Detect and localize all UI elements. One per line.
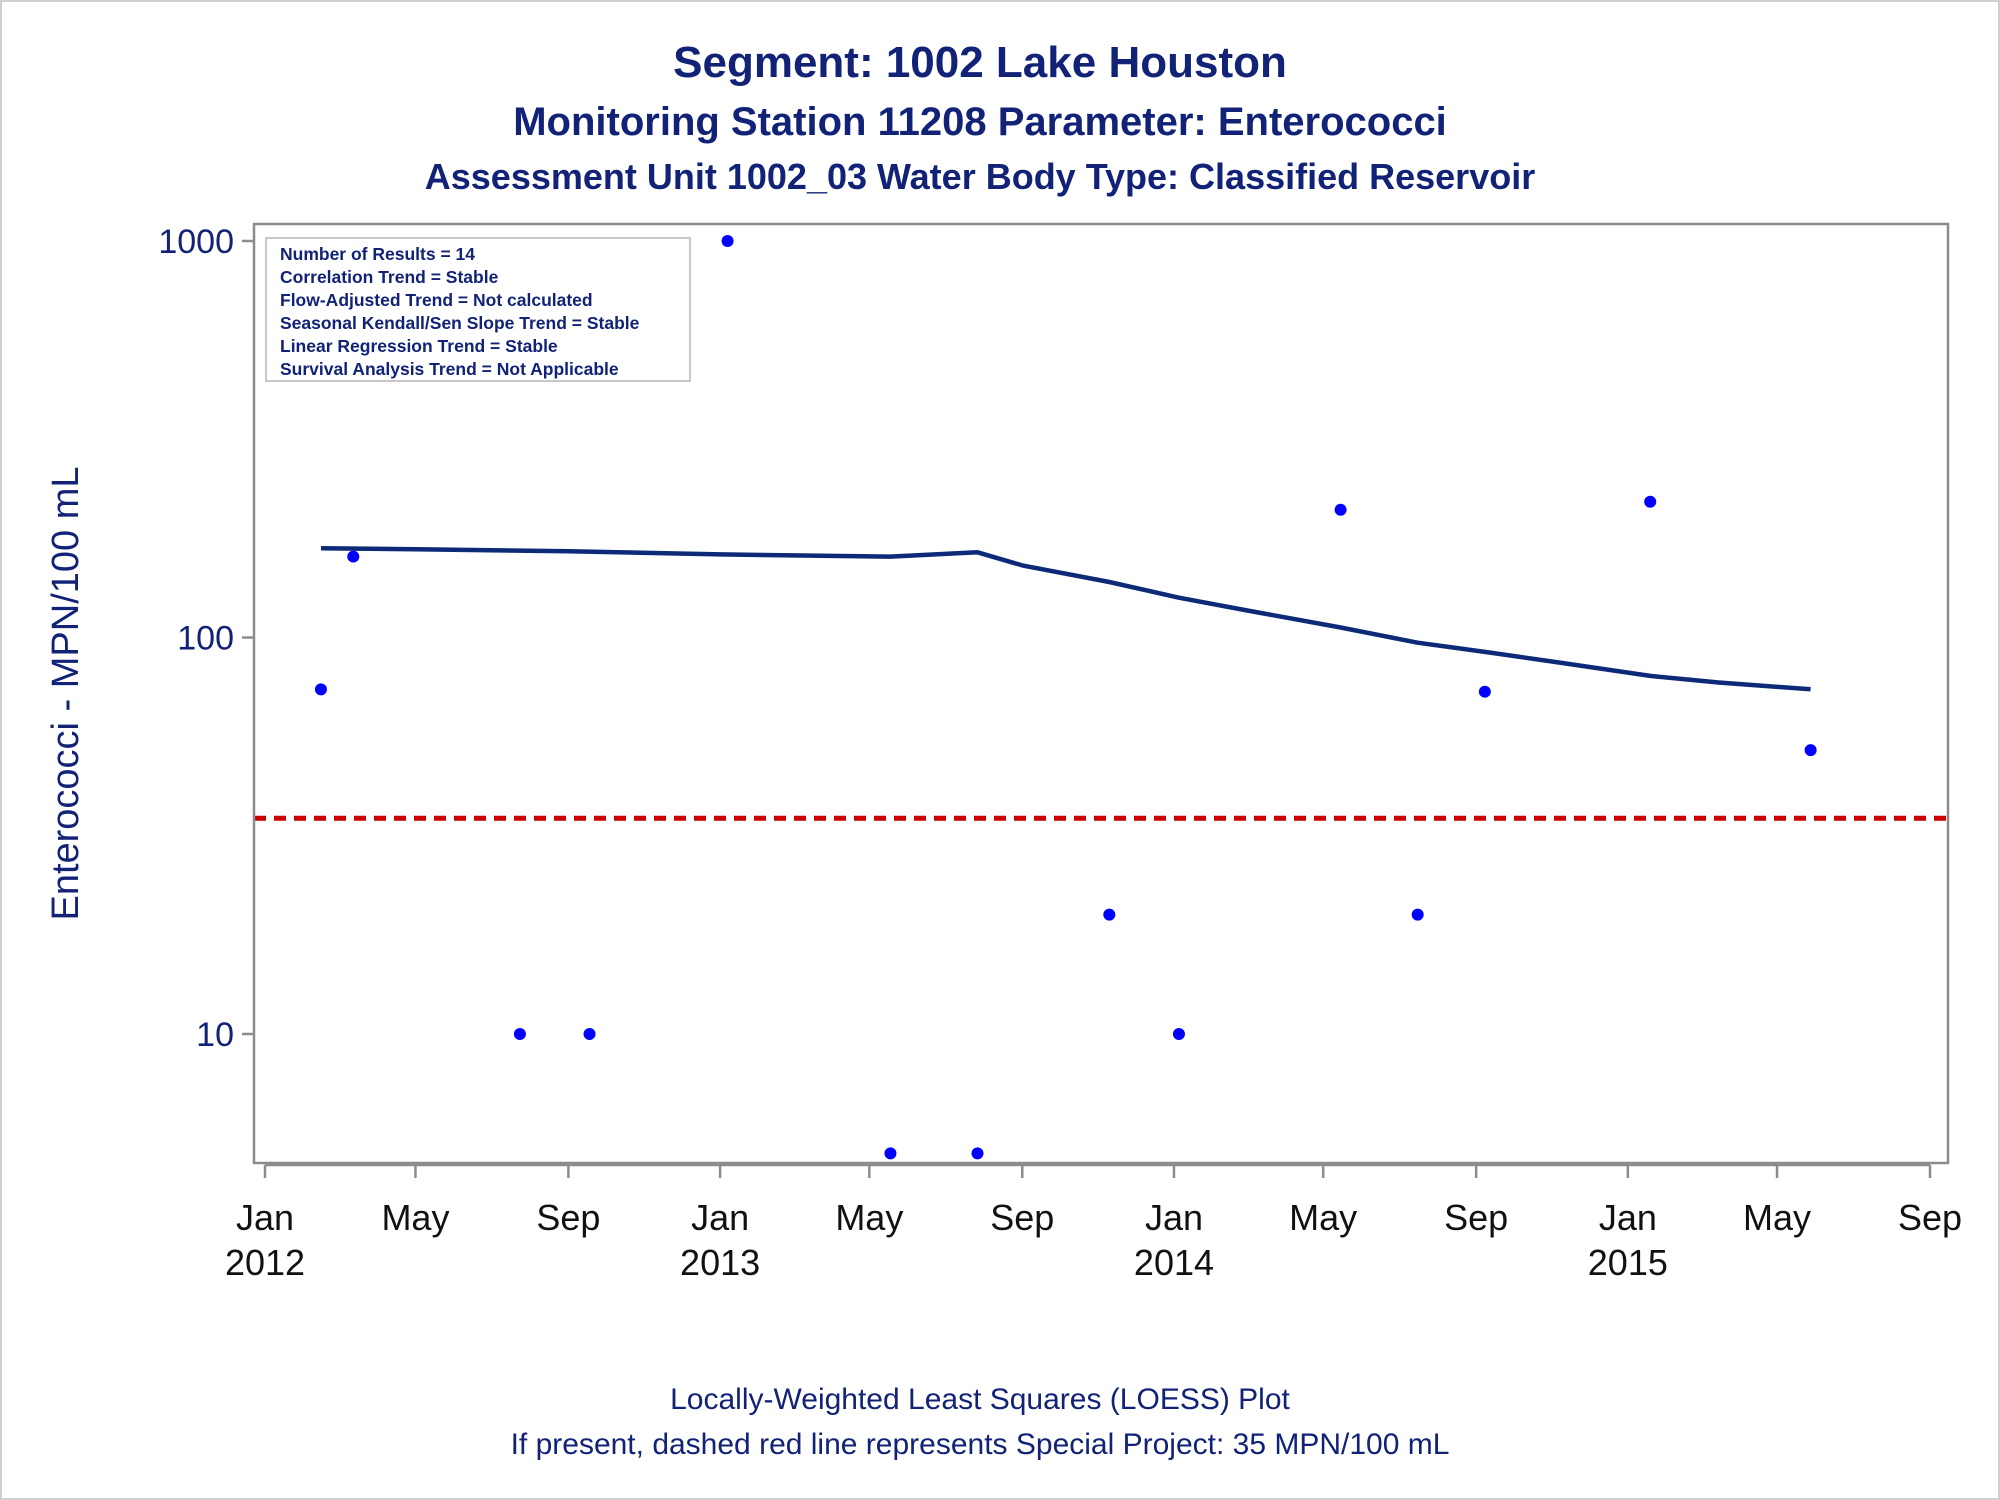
x-tick-label: Sep: [1444, 1197, 1508, 1238]
data-point: [1644, 495, 1657, 508]
y-tick-label: 1000: [158, 223, 234, 261]
x-tick-label: Sep: [990, 1197, 1054, 1238]
stats-line: Flow-Adjusted Trend = Not calculated: [280, 290, 593, 310]
y-tick-label: 10: [196, 1016, 234, 1054]
x-tick-label: Jan: [1599, 1197, 1657, 1238]
stats-line: Number of Results = 14: [280, 244, 475, 264]
data-point: [1103, 908, 1116, 921]
data-point: [314, 683, 327, 696]
y-tick-label: 100: [177, 620, 234, 658]
x-tick-label: May: [1289, 1197, 1357, 1238]
stats-box: [265, 237, 691, 382]
stats-line: Seasonal Kendall/Sen Slope Trend = Stabl…: [280, 313, 640, 333]
x-tick-year-label: 2012: [225, 1242, 305, 1283]
x-tick-year-label: 2014: [1134, 1242, 1214, 1283]
chart-subtitle: Monitoring Station 11208 Parameter: Ente…: [513, 100, 1447, 144]
data-point: [1172, 1028, 1185, 1040]
x-tick-year-label: 2015: [1588, 1242, 1668, 1283]
plot-area-frame: [252, 222, 1950, 1165]
footnote-loess: Locally-Weighted Least Squares (LOESS) P…: [670, 1383, 1290, 1416]
stats-line: Linear Regression Trend = Stable: [280, 336, 558, 356]
x-tick-label: Jan: [236, 1197, 294, 1238]
chart-title: Segment: 1002 Lake Houston: [673, 38, 1287, 87]
data-point: [513, 1028, 526, 1040]
data-point: [1478, 685, 1491, 698]
stats-line: Correlation Trend = Stable: [280, 267, 499, 287]
x-tick-label: Sep: [536, 1197, 600, 1238]
data-point: [1804, 744, 1817, 757]
data-point: [1411, 908, 1424, 921]
x-tick-label: Jan: [691, 1197, 749, 1238]
x-tick-label: Sep: [1898, 1197, 1962, 1238]
data-point: [884, 1147, 897, 1160]
x-tick-label: May: [835, 1197, 903, 1238]
x-tick-label: May: [1743, 1197, 1811, 1238]
y-axis-label: Enterococci - MPN/100 mL: [45, 466, 87, 920]
data-point: [347, 550, 360, 563]
stats-line: Survival Analysis Trend = Not Applicable: [280, 359, 619, 379]
x-tick-label: Jan: [1145, 1197, 1203, 1238]
data-point: [1334, 503, 1347, 516]
loess-line: [320, 545, 1811, 692]
chart-subtitle-2: Assessment Unit 1002_03 Water Body Type:…: [424, 156, 1536, 197]
data-point: [583, 1028, 596, 1040]
data-point: [971, 1147, 984, 1160]
x-tick-label: May: [381, 1197, 449, 1238]
x-tick-year-label: 2013: [680, 1242, 760, 1283]
footnote-reference: If present, dashed red line represents S…: [510, 1428, 1450, 1461]
data-point: [721, 235, 734, 247]
